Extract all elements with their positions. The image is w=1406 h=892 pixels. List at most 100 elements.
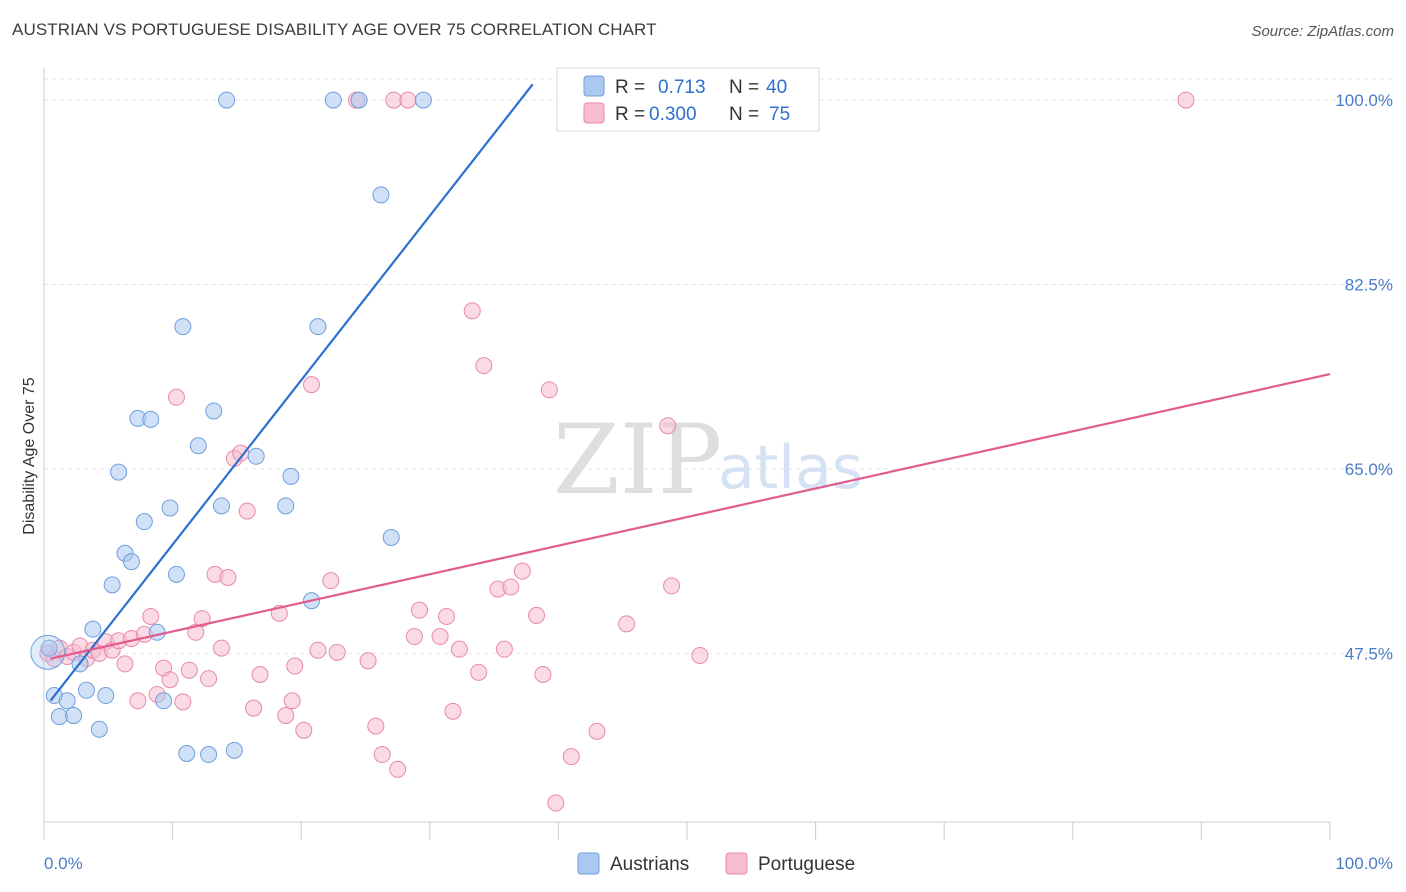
austrian-point	[382, 528, 400, 546]
portuguese-point	[411, 601, 429, 619]
watermark: ZIP atlas	[553, 404, 863, 516]
portuguese-point	[463, 302, 481, 320]
austrian-point	[65, 707, 83, 725]
portuguese-point	[302, 376, 320, 394]
portuguese-point	[691, 646, 709, 664]
watermark-zip: ZIP	[553, 404, 722, 516]
austrian-point	[161, 499, 179, 517]
portuguese-point	[399, 91, 417, 109]
portuguese-point	[389, 760, 407, 778]
portuguese-point	[663, 577, 681, 595]
austrian-point	[84, 620, 102, 638]
portuguese-point	[385, 91, 403, 109]
austrian-point	[277, 497, 295, 515]
austrian-point	[97, 687, 115, 705]
austrian-point	[200, 746, 218, 764]
legend-austrians-label: Austrians	[610, 854, 689, 875]
portuguese-point	[286, 657, 304, 675]
austrians-trend-line	[49, 83, 534, 702]
portuguese-point	[238, 502, 256, 520]
austrian-point	[110, 463, 128, 481]
portuguese-point	[129, 692, 147, 710]
portuguese-point	[200, 670, 218, 688]
portuguese-point	[245, 699, 263, 717]
stats-legend: R = 0.713 N = 40 R = 0.300 N = 75	[556, 67, 820, 132]
portuguese-point	[116, 655, 134, 673]
austrian-point	[103, 576, 121, 594]
austrians-r-value: 0.713	[658, 77, 706, 98]
austrian-point	[167, 565, 185, 583]
portuguese-point	[359, 652, 377, 670]
portuguese-r-value: 0.300	[649, 104, 697, 125]
portuguese-point	[534, 665, 552, 683]
portuguese-point	[283, 692, 301, 710]
portuguese-point	[322, 572, 340, 590]
austrian-point	[324, 91, 342, 109]
austrians-swatch	[583, 75, 605, 97]
portuguese-point	[295, 721, 313, 739]
cluster-point	[30, 634, 66, 670]
legend-portuguese-swatch	[725, 852, 748, 875]
austrian-point	[90, 720, 108, 738]
portuguese-trend-line	[50, 373, 1331, 660]
x-tick-label: 100.0%	[1335, 854, 1393, 873]
series-legend: Austrians Portuguese	[577, 852, 855, 875]
austrians-n-value: 40	[766, 77, 787, 98]
portuguese-n-label: N =	[729, 104, 759, 125]
watermark-atlas: atlas	[718, 433, 863, 503]
portuguese-point	[405, 628, 423, 646]
austrian-point	[58, 692, 76, 710]
portuguese-point	[180, 661, 198, 679]
austrian-point	[205, 402, 223, 420]
portuguese-point	[277, 707, 295, 725]
portuguese-point	[367, 717, 385, 735]
portuguese-point	[528, 606, 546, 624]
austrian-point	[135, 513, 153, 531]
austrian-point	[50, 708, 68, 726]
portuguese-swatch	[583, 102, 605, 124]
x-tick-label: 0.0%	[44, 854, 83, 873]
portuguese-r-label: R =	[615, 104, 645, 125]
portuguese-point	[161, 671, 179, 689]
portuguese-n-value: 75	[769, 104, 790, 125]
portuguese-point	[193, 610, 211, 628]
portuguese-point	[540, 381, 558, 399]
austrian-point	[178, 744, 196, 762]
grid-layer	[44, 78, 1392, 654]
y-tick-label: 47.5%	[1345, 644, 1393, 663]
portuguese-point	[1177, 91, 1195, 109]
austrian-point	[372, 186, 390, 204]
y-axis-label: Disability Age Over 75	[21, 377, 38, 535]
portuguese-point	[588, 722, 606, 740]
portuguese-point	[431, 628, 449, 646]
portuguese-point	[547, 794, 565, 812]
tick-labels: 47.5% 65.0% 82.5% 100.0% 0.0% 100.0%	[44, 91, 1393, 873]
chart-title: AUSTRIAN VS PORTUGUESE DISABILITY AGE OV…	[12, 20, 657, 39]
y-tick-label: 65.0%	[1345, 460, 1393, 479]
portuguese-point	[142, 607, 160, 625]
austrian-point	[350, 91, 368, 109]
axes-layer	[43, 68, 1331, 840]
portuguese-point	[219, 568, 237, 586]
austrian-point	[282, 467, 300, 485]
portuguese-point	[174, 693, 192, 711]
austrian-point	[40, 639, 58, 657]
portuguese-point	[502, 578, 520, 596]
y-tick-label: 82.5%	[1345, 276, 1393, 295]
austrian-point	[225, 741, 243, 759]
austrian-point	[142, 410, 160, 428]
austrian-point	[212, 497, 230, 515]
austrian-point	[148, 623, 166, 641]
legend-austrians-swatch	[577, 852, 600, 875]
austrian-point	[414, 91, 432, 109]
portuguese-point	[470, 663, 488, 681]
austrian-point	[309, 318, 327, 336]
chart-source: Source: ZipAtlas.com	[1251, 23, 1394, 40]
portuguese-point	[659, 417, 677, 435]
portuguese-point	[309, 641, 327, 659]
y-tick-label: 100.0%	[1335, 91, 1393, 110]
austrians-r-label: R =	[615, 77, 645, 98]
austrian-point	[122, 553, 140, 571]
portuguese-point	[438, 607, 456, 625]
